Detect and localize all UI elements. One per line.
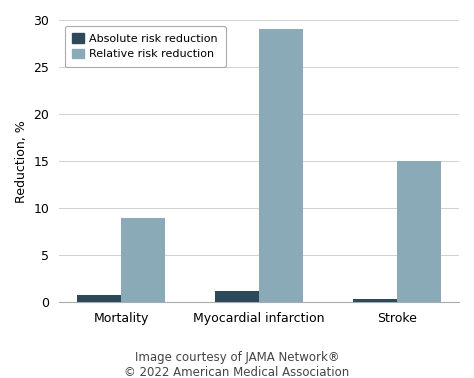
Bar xyxy=(259,29,303,302)
Legend: Absolute risk reduction, Relative risk reduction: Absolute risk reduction, Relative risk r… xyxy=(65,26,226,67)
Bar xyxy=(397,161,441,302)
Text: © 2022 American Medical Association: © 2022 American Medical Association xyxy=(124,366,350,378)
Bar xyxy=(353,299,397,302)
Bar xyxy=(215,291,259,302)
Text: Image courtesy of JAMA Network®: Image courtesy of JAMA Network® xyxy=(135,351,339,364)
Bar xyxy=(77,295,121,302)
Bar xyxy=(121,218,165,302)
Y-axis label: Reduction, %: Reduction, % xyxy=(15,120,28,203)
